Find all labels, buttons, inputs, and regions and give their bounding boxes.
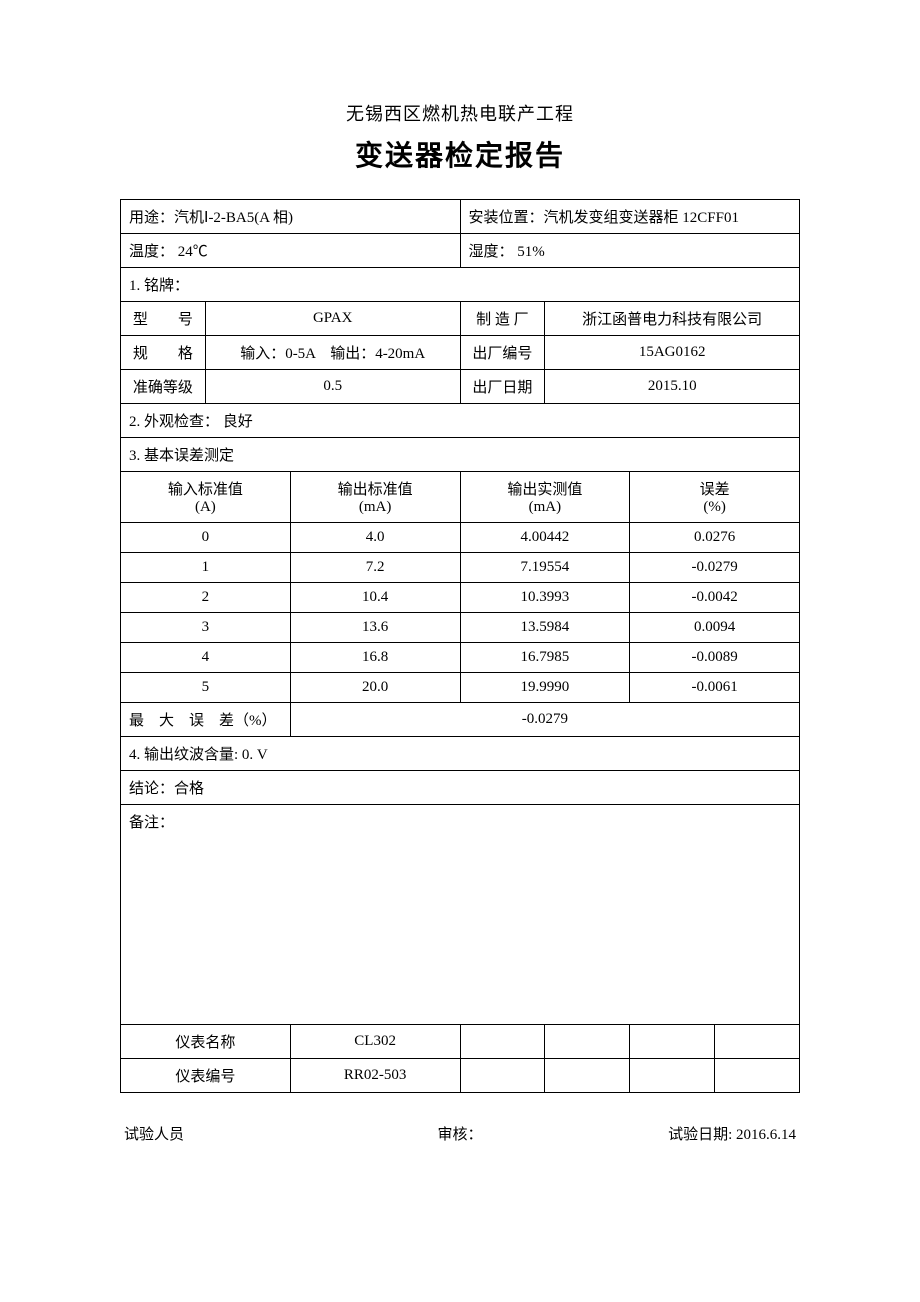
max-error-value: -0.0279 [290, 703, 799, 737]
col-output-meas: 输出实测值(mA) [460, 472, 630, 523]
meas-row: 1 7.2 7.19554 -0.0279 [121, 553, 800, 583]
conclusion-label: 结论： [129, 781, 174, 797]
meas-row: 2 10.4 10.3993 -0.0042 [121, 583, 800, 613]
spec-label: 规 格 [121, 336, 206, 370]
install-label: 安装位置： [469, 210, 544, 226]
humid-value: 51% [514, 244, 545, 260]
empty-cell [545, 1059, 630, 1093]
temp-cell: 温度： 24℃ [121, 234, 461, 268]
section3: 3. 基本误差测定 [121, 438, 800, 472]
empty-cell [460, 1059, 545, 1093]
model-value: GPAX [205, 302, 460, 336]
col-input: 输入标准值(A) [121, 472, 291, 523]
empty-cell [715, 1025, 800, 1059]
main-title: 变送器检定报告 [120, 134, 800, 174]
install-cell: 安装位置：汽机发变组变送器柜 12CFF01 [460, 200, 800, 234]
humid-cell: 湿度： 51% [460, 234, 800, 268]
meas-header: 输入标准值(A) 输出标准值(mA) 输出实测值(mA) 误差(%) [121, 472, 800, 523]
title-block: 无锡西区燃机热电联产工程 变送器检定报告 [120, 100, 800, 174]
usage-label: 用途： [129, 210, 174, 226]
section2: 2. 外观检查： 良好 [121, 404, 800, 438]
usage-cell: 用途：汽机Ⅰ-2-BA5(A 相) [121, 200, 461, 234]
instr-no-label: 仪表编号 [121, 1059, 291, 1093]
max-error-row: 最 大 误 差（%） -0.0279 [121, 703, 800, 737]
maker-value: 浙江函普电力科技有限公司 [545, 302, 800, 336]
test-date: 试验日期: 2016.6.14 [572, 1123, 796, 1144]
conclusion-value: 合格 [174, 781, 204, 797]
instrument-no-row: 仪表编号 RR02-503 [121, 1059, 800, 1093]
remark: 备注： [121, 805, 800, 1025]
model-label: 型 号 [121, 302, 206, 336]
factory-date-value: 2015.10 [545, 370, 800, 404]
empty-cell [715, 1059, 800, 1093]
usage-value: 汽机Ⅰ-2-BA5(A 相) [174, 210, 293, 226]
accuracy-value: 0.5 [205, 370, 460, 404]
reviewer-label: 审核： [348, 1123, 572, 1144]
nameplate-row3: 准确等级 0.5 出厂日期 2015.10 [121, 370, 800, 404]
accuracy-label: 准确等级 [121, 370, 206, 404]
temp-value: 24℃ [174, 244, 208, 260]
instr-name-value: CL302 [290, 1025, 460, 1059]
report-table: 用途：汽机Ⅰ-2-BA5(A 相) 安装位置：汽机发变组变送器柜 12CFF01… [120, 199, 800, 1093]
meas-row: 0 4.0 4.00442 0.0276 [121, 523, 800, 553]
nameplate-row1: 型 号 GPAX 制 造 厂 浙江函普电力科技有限公司 [121, 302, 800, 336]
row-usage-install: 用途：汽机Ⅰ-2-BA5(A 相) 安装位置：汽机发变组变送器柜 12CFF01 [121, 200, 800, 234]
temp-label: 温度： [129, 244, 174, 260]
col-output-std: 输出标准值(mA) [290, 472, 460, 523]
instr-name-label: 仪表名称 [121, 1025, 291, 1059]
instr-no-value: RR02-503 [290, 1059, 460, 1093]
empty-cell [630, 1059, 715, 1093]
footer-row: 试验人员 审核： 试验日期: 2016.6.14 [120, 1123, 800, 1144]
empty-cell [630, 1025, 715, 1059]
section4: 4. 输出纹波含量: 0. V [121, 737, 800, 771]
spec-value: 输入：0-5A 输出：4-20mA [205, 336, 460, 370]
subtitle: 无锡西区燃机热电联产工程 [120, 100, 800, 126]
instrument-name-row: 仪表名称 CL302 [121, 1025, 800, 1059]
serial-value: 15AG0162 [545, 336, 800, 370]
section1-label: 1. 铭牌： [121, 268, 800, 302]
col-error: 误差(%) [630, 472, 800, 523]
maker-label: 制 造 厂 [460, 302, 545, 336]
empty-cell [460, 1025, 545, 1059]
conclusion: 结论：合格 [121, 771, 800, 805]
nameplate-row2: 规 格 输入：0-5A 输出：4-20mA 出厂编号 15AG0162 [121, 336, 800, 370]
tester-label: 试验人员 [124, 1123, 348, 1144]
row-temp-humid: 温度： 24℃ 湿度： 51% [121, 234, 800, 268]
meas-row: 5 20.0 19.9990 -0.0061 [121, 673, 800, 703]
empty-cell [545, 1025, 630, 1059]
meas-row: 4 16.8 16.7985 -0.0089 [121, 643, 800, 673]
factory-date-label: 出厂日期 [460, 370, 545, 404]
serial-label: 出厂编号 [460, 336, 545, 370]
meas-row: 3 13.6 13.5984 0.0094 [121, 613, 800, 643]
install-value: 汽机发变组变送器柜 12CFF01 [544, 210, 739, 226]
max-error-label: 最 大 误 差（%） [121, 703, 291, 737]
humid-label: 湿度： [469, 244, 514, 260]
